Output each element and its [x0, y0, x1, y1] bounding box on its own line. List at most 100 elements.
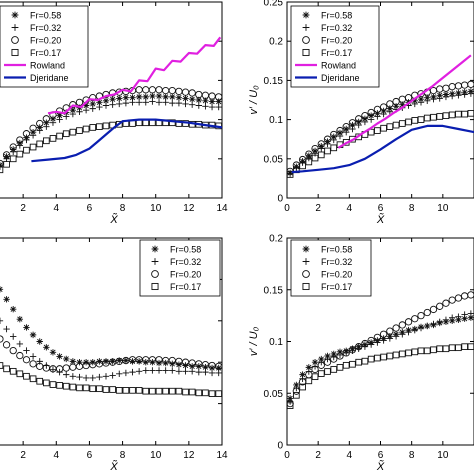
data-point	[62, 364, 70, 372]
data-point	[448, 92, 456, 100]
plot-area	[287, 291, 474, 410]
data-point	[96, 385, 103, 393]
data-point	[374, 127, 381, 134]
x-tick-label: 4	[347, 203, 353, 214]
data-point	[467, 80, 474, 88]
data-point	[188, 89, 196, 97]
data-point	[195, 368, 202, 376]
x-tick-label: 10	[150, 203, 162, 214]
data-point	[202, 389, 209, 397]
data-point	[175, 87, 183, 96]
series-line	[337, 54, 472, 149]
data-point	[348, 119, 357, 127]
data-point	[455, 110, 462, 118]
data-point	[442, 316, 450, 323]
data-point	[379, 103, 388, 111]
series-rowland	[47, 36, 222, 115]
data-point	[467, 90, 474, 97]
data-point	[424, 97, 431, 104]
y-tick-label: 0.05	[264, 389, 284, 400]
data-point	[69, 373, 77, 380]
data-point	[367, 116, 375, 123]
x-axis-label: X̃	[109, 213, 118, 226]
y-tick-label: 0.1	[269, 115, 283, 126]
data-point	[311, 154, 319, 162]
data-point	[201, 91, 210, 99]
data-point	[442, 299, 450, 307]
data-point	[69, 101, 77, 109]
x-tick-label: 6	[378, 450, 384, 461]
data-point	[380, 337, 387, 344]
data-point	[318, 145, 325, 152]
data-point	[392, 351, 400, 359]
data-point	[149, 98, 156, 105]
data-point	[348, 346, 357, 354]
data-point	[102, 97, 110, 104]
data-point	[2, 341, 11, 349]
x-tick-label: 14	[216, 450, 228, 461]
data-point	[181, 88, 190, 96]
legend-label: Fr=0.32	[321, 23, 352, 33]
data-point	[455, 92, 462, 99]
data-point	[355, 115, 363, 123]
data-point	[36, 119, 44, 128]
legend-label: Fr=0.17	[30, 48, 61, 58]
data-point	[168, 86, 176, 95]
data-point	[43, 344, 50, 351]
data-point	[3, 155, 10, 162]
data-point	[122, 99, 130, 107]
x-tick-label: 0	[284, 203, 290, 214]
y-tick-label: 0.25	[264, 0, 284, 9]
data-point	[317, 370, 325, 377]
data-point	[182, 388, 189, 396]
data-point	[29, 375, 37, 383]
data-point	[461, 91, 468, 98]
data-point	[169, 367, 176, 374]
data-point	[69, 106, 77, 114]
data-point	[162, 367, 169, 374]
data-point	[442, 112, 450, 120]
data-point	[135, 93, 143, 101]
data-point	[82, 102, 90, 109]
legend-label: Fr=0.20	[321, 270, 352, 280]
data-point	[398, 120, 406, 127]
data-point	[373, 105, 382, 114]
data-point	[0, 317, 4, 324]
data-point	[10, 333, 17, 340]
data-point	[49, 381, 57, 388]
legend-label: Fr=0.32	[170, 257, 201, 267]
data-point	[305, 158, 313, 166]
data-point	[182, 368, 189, 375]
data-point	[115, 120, 123, 128]
data-point	[116, 370, 123, 377]
data-point	[405, 328, 412, 336]
data-point	[129, 94, 136, 101]
data-point	[305, 154, 313, 162]
data-point	[142, 93, 149, 101]
data-point	[299, 162, 306, 170]
data-point	[386, 335, 394, 342]
data-point	[0, 159, 4, 168]
data-point	[122, 369, 130, 377]
data-point	[162, 93, 169, 101]
data-point	[0, 335, 4, 343]
data-point	[330, 130, 338, 139]
data-point	[102, 373, 110, 380]
data-point	[89, 105, 96, 112]
legend-label: Fr=0.20	[170, 270, 201, 280]
legend-label: Fr=0.58	[170, 245, 201, 255]
data-point	[155, 367, 163, 374]
data-point	[76, 384, 83, 392]
legend: Fr=0.58 Fr=0.32 Fr=0.20 Fr=0.17	[139, 239, 221, 297]
data-point	[168, 387, 176, 395]
data-point	[122, 387, 130, 394]
data-point	[202, 103, 209, 110]
data-point	[149, 387, 156, 395]
axes-frame	[0, 237, 223, 446]
x-tick-label: 2	[20, 450, 26, 461]
data-point	[342, 361, 350, 369]
data-point	[89, 124, 97, 131]
data-point	[355, 358, 363, 366]
data-point	[69, 110, 77, 118]
